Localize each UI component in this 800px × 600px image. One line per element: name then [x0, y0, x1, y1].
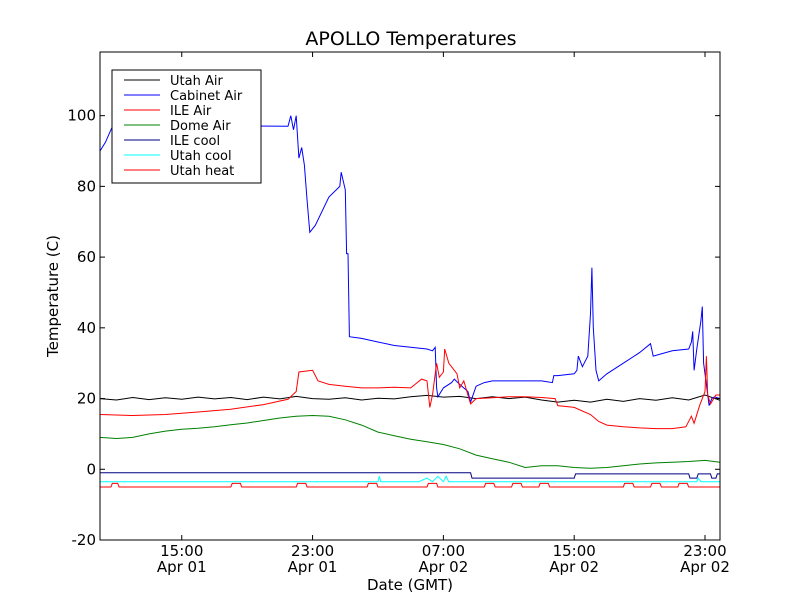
x-tick-label-time: 15:00 — [160, 542, 203, 560]
legend-label: ILE cool — [170, 134, 220, 149]
y-tick-label: 0 — [86, 460, 96, 478]
series-line-utah-air — [99, 394, 721, 403]
y-tick-label: 20 — [77, 390, 96, 408]
plot-frame — [99, 51, 721, 541]
series-line-utah-cool — [100, 475, 720, 483]
series-line-ile-cool — [100, 472, 720, 479]
legend-box — [111, 69, 262, 184]
x-tick-label-date: Apr 02 — [549, 558, 599, 576]
x-tick-label-time: 07:00 — [422, 542, 465, 560]
x-tick-label-date: Apr 01 — [157, 558, 207, 576]
x-tick-label-time: 15:00 — [553, 542, 596, 560]
chart-title: APOLLO Temperatures — [305, 28, 516, 50]
series-line-dome-air — [99, 414, 721, 469]
y-tick-label: 40 — [77, 319, 96, 337]
legend-label: Utah heat — [170, 164, 234, 179]
legend-label: Utah Air — [170, 74, 223, 89]
y-axis-ticks: -20 0 20 40 60 80 100 — [67, 107, 720, 549]
series-line-ile-air — [99, 348, 720, 430]
y-tick-label: 80 — [77, 177, 96, 195]
x-axis-label: Date (GMT) — [367, 576, 453, 594]
x-tick-label-time: 23:00 — [291, 542, 334, 560]
y-tick-label: -20 — [72, 531, 97, 549]
y-tick-label: 100 — [67, 107, 96, 125]
x-tick-label-date: Apr 02 — [418, 558, 468, 576]
legend-label: Utah cool — [170, 149, 232, 164]
series-lines — [99, 115, 721, 488]
x-tick-label-date: Apr 01 — [288, 558, 338, 576]
y-axis-label: Temperature (C) — [44, 235, 62, 358]
series-line-utah-heat — [100, 482, 720, 488]
y-tick-label: 60 — [77, 248, 96, 266]
legend-label: Dome Air — [170, 119, 231, 134]
x-tick-label-time: 23:00 — [683, 542, 726, 560]
x-tick-label-date: Apr 02 — [680, 558, 730, 576]
legend-label: ILE Air — [170, 104, 212, 119]
series-line-cabinet-air — [99, 115, 721, 406]
legend-label: Cabinet Air — [170, 89, 243, 104]
